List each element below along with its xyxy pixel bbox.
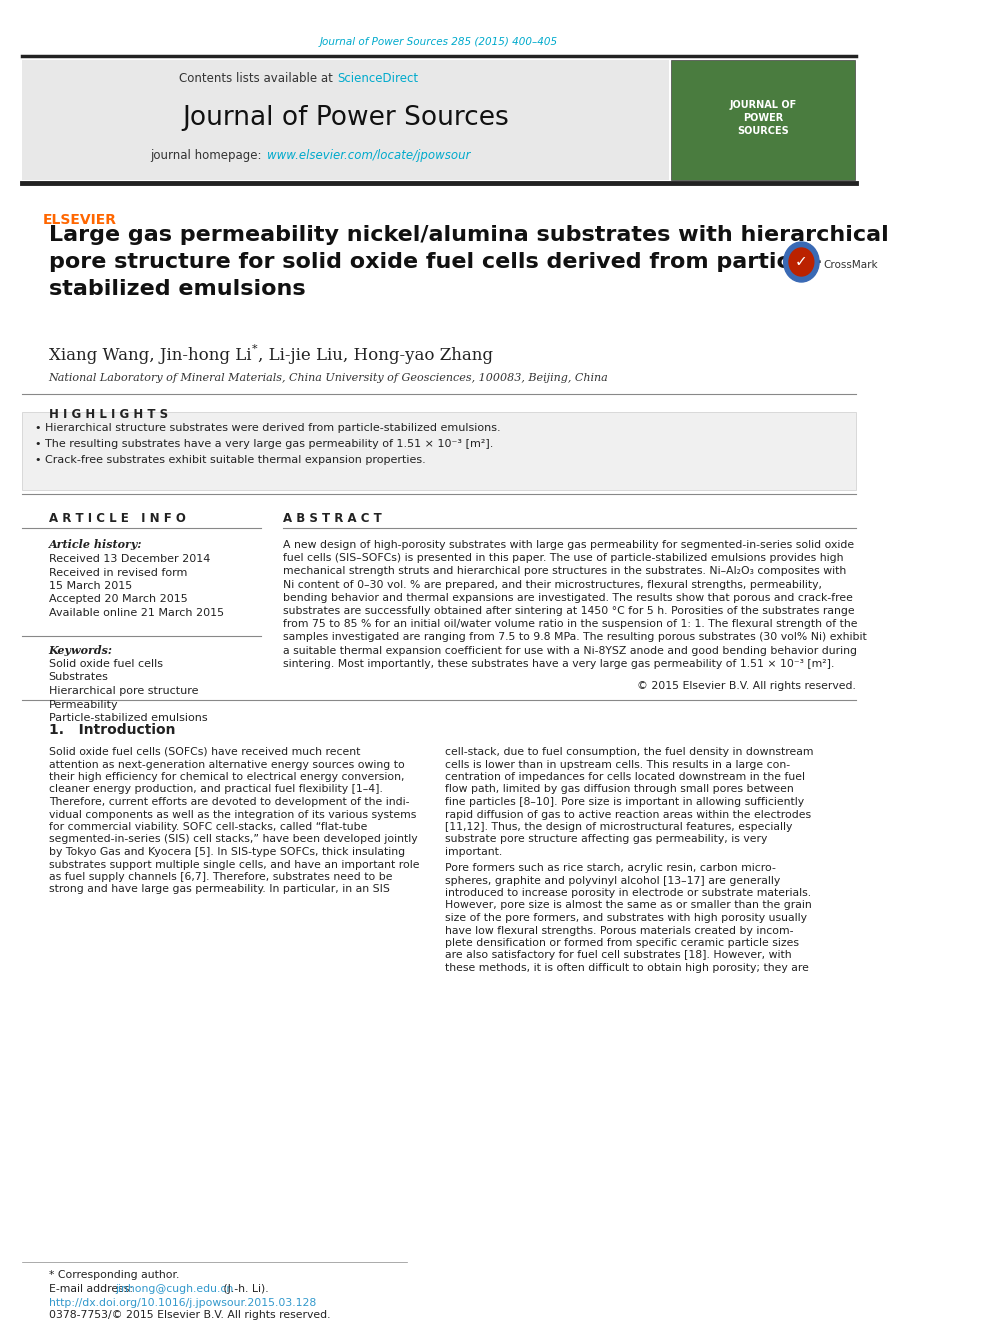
Text: samples investigated are ranging from 7.5 to 9.8 MPa. The resulting porous subst: samples investigated are ranging from 7.…: [284, 632, 867, 643]
FancyBboxPatch shape: [22, 60, 669, 180]
Text: cell-stack, due to fuel consumption, the fuel density in downstream: cell-stack, due to fuel consumption, the…: [445, 747, 813, 757]
Text: attention as next-generation alternative energy sources owing to: attention as next-generation alternative…: [49, 759, 405, 770]
Text: strong and have large gas permeability. In particular, in an SIS: strong and have large gas permeability. …: [49, 885, 390, 894]
Text: rapid diffusion of gas to active reaction areas within the electrodes: rapid diffusion of gas to active reactio…: [445, 810, 811, 819]
Text: H I G H L I G H T S: H I G H L I G H T S: [49, 407, 168, 421]
Text: 0378-7753/© 2015 Elsevier B.V. All rights reserved.: 0378-7753/© 2015 Elsevier B.V. All right…: [49, 1310, 330, 1320]
Text: JOURNAL OF
POWER
SOURCES: JOURNAL OF POWER SOURCES: [730, 99, 797, 136]
Text: Ni content of 0–30 vol. % are prepared, and their microstructures, flexural stre: Ni content of 0–30 vol. % are prepared, …: [284, 579, 822, 590]
Text: ✓: ✓: [795, 254, 807, 270]
FancyBboxPatch shape: [22, 411, 856, 490]
Text: fuel cells (SIS–SOFCs) is presented in this paper. The use of particle-stabilize: fuel cells (SIS–SOFCs) is presented in t…: [284, 553, 844, 564]
Text: cleaner energy production, and practical fuel flexibility [1–4].: cleaner energy production, and practical…: [49, 785, 383, 795]
Text: Solid oxide fuel cells: Solid oxide fuel cells: [49, 659, 163, 669]
Text: * Corresponding author.: * Corresponding author.: [49, 1270, 180, 1279]
Text: Article history:: Article history:: [49, 540, 142, 550]
Text: E-mail address:: E-mail address:: [49, 1285, 136, 1294]
Text: Substrates: Substrates: [49, 672, 108, 683]
Text: Keywords:: Keywords:: [49, 644, 113, 655]
Text: National Laboratory of Mineral Materials, China University of Geosciences, 10008: National Laboratory of Mineral Materials…: [49, 373, 608, 382]
Text: segmented-in-series (SIS) cell stacks,” have been developed jointly: segmented-in-series (SIS) cell stacks,” …: [49, 835, 418, 844]
Text: important.: important.: [445, 847, 503, 857]
Text: substrates are successfully obtained after sintering at 1450 °C for 5 h. Porosit: substrates are successfully obtained aft…: [284, 606, 855, 617]
Text: sintering. Most importantly, these substrates have a very large gas permeability: sintering. Most importantly, these subst…: [284, 659, 834, 669]
Text: are also satisfactory for fuel cell substrates [18]. However, with: are also satisfactory for fuel cell subs…: [445, 950, 792, 960]
Circle shape: [789, 247, 813, 277]
Text: , Li-jie Liu, Hong-yao Zhang: , Li-jie Liu, Hong-yao Zhang: [258, 347, 493, 364]
Text: [11,12]. Thus, the design of microstructural features, especially: [11,12]. Thus, the design of microstruct…: [445, 822, 793, 832]
Text: Received 13 December 2014: Received 13 December 2014: [49, 554, 210, 564]
Text: A R T I C L E   I N F O: A R T I C L E I N F O: [49, 512, 186, 524]
Text: Contents lists available at: Contents lists available at: [179, 71, 336, 85]
Text: A new design of high-porosity substrates with large gas permeability for segment: A new design of high-porosity substrates…: [284, 540, 854, 550]
Text: size of the pore formers, and substrates with high porosity usually: size of the pore formers, and substrates…: [445, 913, 807, 923]
Text: CrossMark: CrossMark: [823, 261, 878, 270]
Text: • Hierarchical structure substrates were derived from particle-stabilized emulsi: • Hierarchical structure substrates were…: [36, 423, 501, 433]
Text: as fuel supply channels [6,7]. Therefore, substrates need to be: as fuel supply channels [6,7]. Therefore…: [49, 872, 392, 882]
Text: have low flexural strengths. Porous materials created by incom-: have low flexural strengths. Porous mate…: [445, 926, 794, 935]
Text: Permeability: Permeability: [49, 700, 118, 709]
Text: • The resulting substrates have a very large gas permeability of 1.51 × 10⁻³ [m²: • The resulting substrates have a very l…: [36, 439, 494, 448]
Text: fine particles [8–10]. Pore size is important in allowing sufficiently: fine particles [8–10]. Pore size is impo…: [445, 796, 805, 807]
Text: jinhong@cugh.edu.cn: jinhong@cugh.edu.cn: [115, 1285, 233, 1294]
Text: substrates support multiple single cells, and have an important role: substrates support multiple single cells…: [49, 860, 420, 869]
Text: 1.   Introduction: 1. Introduction: [49, 722, 176, 737]
Text: 15 March 2015: 15 March 2015: [49, 581, 132, 591]
Text: Journal of Power Sources 285 (2015) 400–405: Journal of Power Sources 285 (2015) 400–…: [320, 37, 558, 48]
Circle shape: [784, 242, 819, 282]
Text: a suitable thermal expansion coefficient for use with a Ni-8YSZ anode and good b: a suitable thermal expansion coefficient…: [284, 646, 857, 656]
Text: spheres, graphite and polyvinyl alcohol [13–17] are generally: spheres, graphite and polyvinyl alcohol …: [445, 876, 781, 885]
Text: from 75 to 85 % for an initial oil/water volume ratio in the suspension of 1: 1.: from 75 to 85 % for an initial oil/water…: [284, 619, 858, 630]
Text: Therefore, current efforts are devoted to development of the indi-: Therefore, current efforts are devoted t…: [49, 796, 410, 807]
Text: journal homepage:: journal homepage:: [151, 148, 266, 161]
Text: Pore formers such as rice starch, acrylic resin, carbon micro-: Pore formers such as rice starch, acryli…: [445, 863, 777, 873]
Text: mechanical strength struts and hierarchical pore structures in the substrates. N: mechanical strength struts and hierarchi…: [284, 566, 846, 577]
Text: ScienceDirect: ScienceDirect: [337, 71, 419, 85]
Text: © 2015 Elsevier B.V. All rights reserved.: © 2015 Elsevier B.V. All rights reserved…: [638, 681, 856, 691]
Text: www.elsevier.com/locate/jpowsour: www.elsevier.com/locate/jpowsour: [268, 148, 471, 161]
Text: Solid oxide fuel cells (SOFCs) have received much recent: Solid oxide fuel cells (SOFCs) have rece…: [49, 747, 360, 757]
Text: Hierarchical pore structure: Hierarchical pore structure: [49, 687, 198, 696]
Text: Accepted 20 March 2015: Accepted 20 March 2015: [49, 594, 187, 605]
Text: http://dx.doi.org/10.1016/j.jpowsour.2015.03.128: http://dx.doi.org/10.1016/j.jpowsour.201…: [49, 1298, 316, 1308]
Text: However, pore size is almost the same as or smaller than the grain: However, pore size is almost the same as…: [445, 901, 812, 910]
Text: introduced to increase porosity in electrode or substrate materials.: introduced to increase porosity in elect…: [445, 888, 811, 898]
Text: (J.-h. Li).: (J.-h. Li).: [219, 1285, 268, 1294]
Text: bending behavior and thermal expansions are investigated. The results show that : bending behavior and thermal expansions …: [284, 593, 853, 603]
Text: *: *: [252, 344, 257, 355]
Text: flow path, limited by gas diffusion through small pores between: flow path, limited by gas diffusion thro…: [445, 785, 795, 795]
Text: Journal of Power Sources: Journal of Power Sources: [182, 105, 509, 131]
Text: these methods, it is often difficult to obtain high porosity; they are: these methods, it is often difficult to …: [445, 963, 809, 972]
Text: Xiang Wang, Jin-hong Li: Xiang Wang, Jin-hong Li: [49, 347, 251, 364]
Text: by Tokyo Gas and Kyocera [5]. In SIS-type SOFCs, thick insulating: by Tokyo Gas and Kyocera [5]. In SIS-typ…: [49, 847, 405, 857]
Text: centration of impedances for cells located downstream in the fuel: centration of impedances for cells locat…: [445, 773, 806, 782]
FancyBboxPatch shape: [672, 60, 854, 180]
Text: their high efficiency for chemical to electrical energy conversion,: their high efficiency for chemical to el…: [49, 773, 404, 782]
Text: ELSEVIER: ELSEVIER: [43, 213, 117, 228]
Text: A B S T R A C T: A B S T R A C T: [284, 512, 382, 524]
Text: Large gas permeability nickel/alumina substrates with hierarchical
pore structur: Large gas permeability nickel/alumina su…: [49, 225, 889, 299]
Text: • Crack-free substrates exhibit suitable thermal expansion properties.: • Crack-free substrates exhibit suitable…: [36, 455, 427, 464]
Text: vidual components as well as the integration of its various systems: vidual components as well as the integra…: [49, 810, 416, 819]
Text: plete densification or formed from specific ceramic particle sizes: plete densification or formed from speci…: [445, 938, 800, 949]
Text: Particle-stabilized emulsions: Particle-stabilized emulsions: [49, 713, 207, 722]
Text: cells is lower than in upstream cells. This results in a large con-: cells is lower than in upstream cells. T…: [445, 759, 791, 770]
Text: for commercial viability. SOFC cell-stacks, called “flat-tube: for commercial viability. SOFC cell-stac…: [49, 822, 367, 832]
Text: substrate pore structure affecting gas permeability, is very: substrate pore structure affecting gas p…: [445, 835, 768, 844]
Text: Received in revised form: Received in revised form: [49, 568, 187, 578]
Text: Available online 21 March 2015: Available online 21 March 2015: [49, 609, 224, 618]
